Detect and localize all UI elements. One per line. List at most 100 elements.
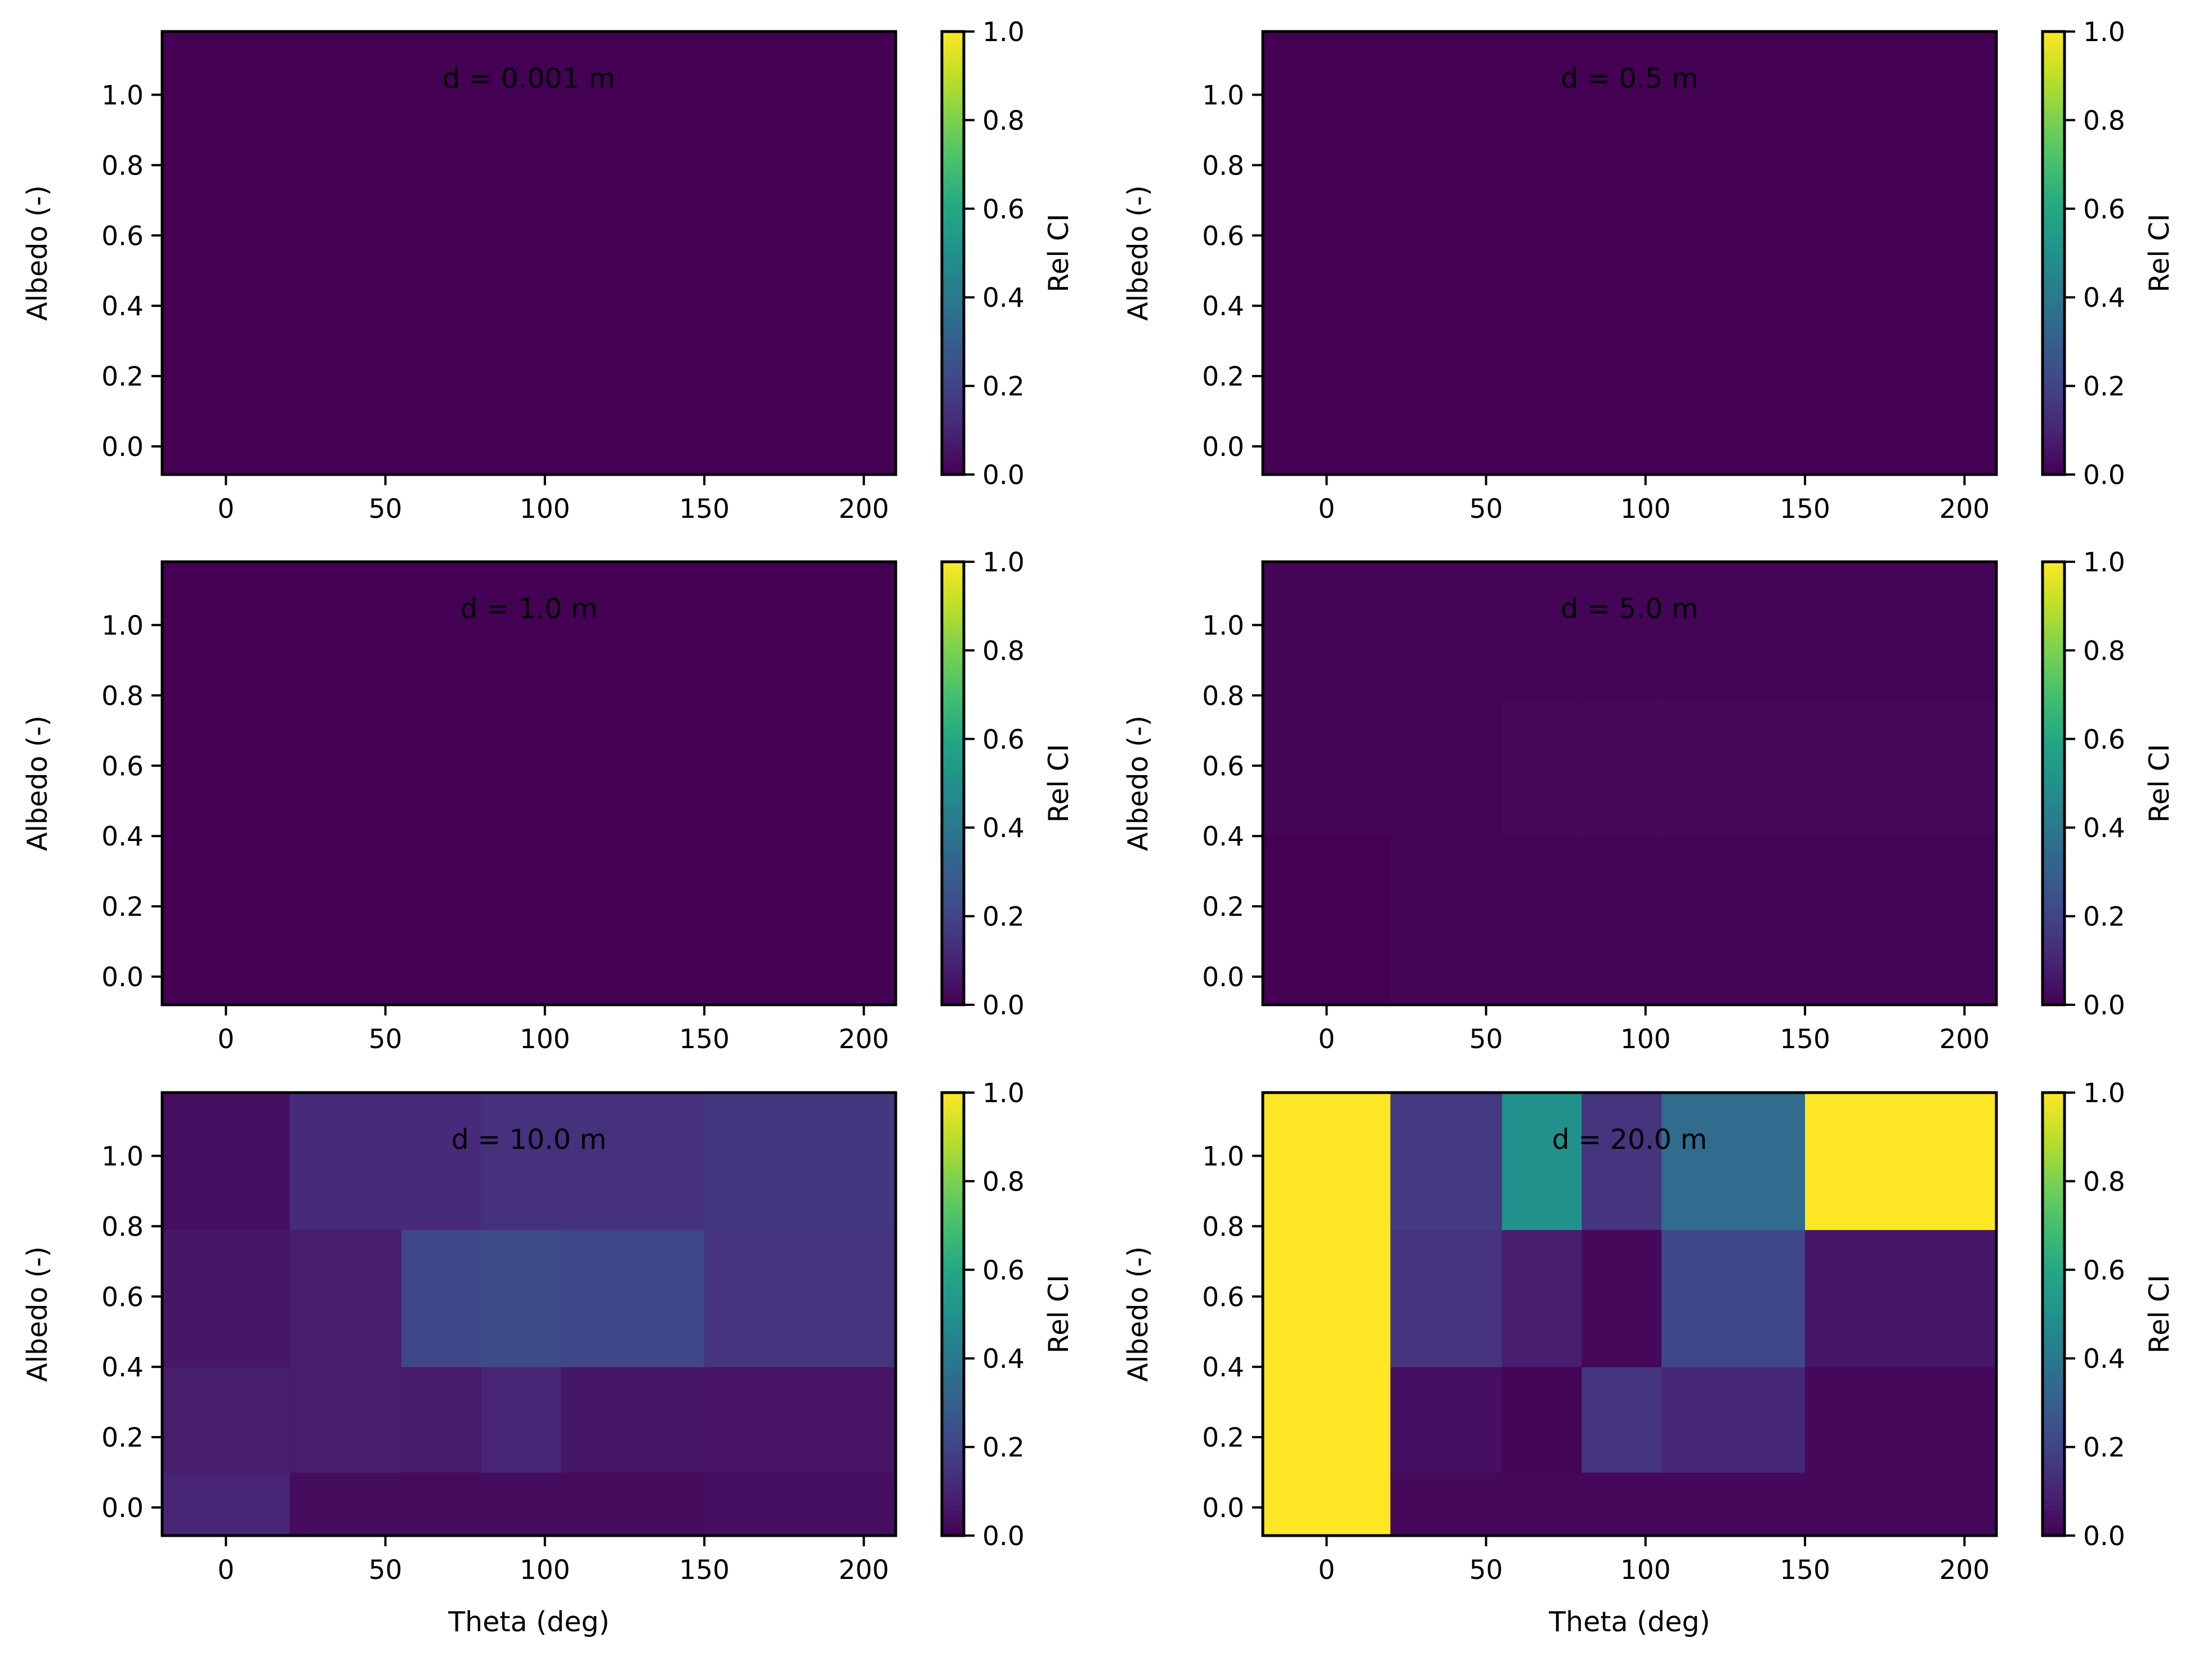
colorbar-segment bbox=[942, 201, 964, 206]
colorbar-segment bbox=[942, 1469, 964, 1474]
heatmap-cell bbox=[289, 1472, 402, 1536]
colorbar-segment bbox=[2043, 1225, 2064, 1230]
colorbar-segment bbox=[2043, 146, 2064, 150]
colorbar-segment bbox=[942, 827, 964, 832]
colorbar-segment bbox=[942, 812, 964, 817]
x-tick-label: 50 bbox=[1469, 1024, 1503, 1055]
colorbar-segment bbox=[2043, 257, 2064, 261]
colorbar-segment bbox=[2043, 286, 2064, 290]
colorbar-segment bbox=[2043, 1144, 2064, 1149]
heatmap-cell bbox=[1661, 168, 1806, 306]
colorbar-segment bbox=[2043, 1384, 2064, 1389]
heatmap-cell bbox=[1263, 306, 1391, 412]
colorbar-segment bbox=[2043, 90, 2064, 95]
heatmap-cell bbox=[1661, 836, 1806, 942]
colorbar-tick-label: 0.2 bbox=[982, 372, 1025, 402]
colorbar-segment bbox=[942, 572, 964, 578]
y-tick-label: 0.6 bbox=[1202, 1282, 1244, 1313]
colorbar-segment bbox=[2043, 624, 2064, 629]
colorbar-segment bbox=[942, 1133, 964, 1138]
heatmap-cell bbox=[1502, 941, 1583, 1005]
colorbar-segment bbox=[942, 116, 964, 121]
colorbar-segment bbox=[2043, 1181, 2064, 1185]
colorbar-segment bbox=[2043, 802, 2064, 806]
colorbar-segment bbox=[2043, 198, 2064, 202]
colorbar-segment bbox=[2043, 657, 2064, 662]
colorbar-segment bbox=[2043, 901, 2064, 906]
colorbar-tick-label: 1.0 bbox=[982, 1078, 1025, 1109]
colorbar-segment bbox=[2043, 1166, 2064, 1171]
heatmap-cell bbox=[561, 1229, 705, 1367]
colorbar-segment bbox=[942, 975, 964, 979]
colorbar-segment bbox=[2043, 423, 2064, 427]
colorbar-segment bbox=[2043, 1476, 2064, 1481]
colorbar-segment bbox=[942, 768, 964, 773]
heatmap-cell bbox=[1581, 1229, 1662, 1367]
heatmap-cell bbox=[1805, 1367, 1997, 1473]
colorbar-segment bbox=[942, 127, 964, 132]
y-axis-label: Albedo (-) bbox=[21, 715, 53, 851]
colorbar-segment bbox=[942, 113, 964, 117]
colorbar-segment bbox=[2043, 471, 2064, 475]
colorbar-segment bbox=[942, 249, 964, 254]
colorbar-segment bbox=[942, 319, 964, 324]
colorbar-segment bbox=[2043, 665, 2064, 669]
colorbar-segment bbox=[2043, 1236, 2064, 1241]
heatmap-cell bbox=[1581, 32, 1662, 169]
heatmap-panel-5: 0 50 100 150 200 0.0 0.2 0.4 0.6 0.8 1.0 Albedo (-)… bbox=[21, 1078, 1075, 1638]
colorbar-segment bbox=[2043, 835, 2064, 839]
colorbar-segment bbox=[942, 894, 964, 898]
colorbar-segment bbox=[942, 264, 964, 269]
colorbar-segment bbox=[2043, 415, 2064, 420]
colorbar-segment bbox=[942, 338, 964, 342]
colorbar-segment bbox=[942, 598, 964, 603]
colorbar-segment bbox=[2043, 463, 2064, 468]
colorbar-segment bbox=[942, 1243, 964, 1249]
colorbar-segment bbox=[942, 1001, 964, 1005]
colorbar-segment bbox=[2043, 1410, 2064, 1415]
colorbar-segment bbox=[2043, 341, 2064, 346]
heatmap-cell bbox=[1581, 699, 1662, 836]
colorbar-segment bbox=[942, 971, 964, 976]
panel-title: d = 1.0 m bbox=[460, 593, 598, 625]
colorbar-segment bbox=[2043, 65, 2064, 69]
colorbar-segment bbox=[2043, 1318, 2064, 1322]
colorbar-segment bbox=[942, 1328, 964, 1334]
colorbar-segment bbox=[2043, 1362, 2064, 1367]
heatmap-cell bbox=[1805, 1093, 1997, 1231]
colorbar-tick-label: 0.8 bbox=[2083, 636, 2125, 666]
colorbar-segment bbox=[2043, 32, 2064, 36]
colorbar-segment bbox=[942, 606, 964, 611]
colorbar-segment bbox=[2043, 315, 2064, 320]
colorbar-segment bbox=[942, 1502, 964, 1507]
colorbar-segment bbox=[2043, 238, 2064, 243]
colorbar-segment bbox=[942, 205, 964, 209]
colorbar-segment bbox=[942, 245, 964, 250]
heatmap-cell bbox=[1805, 1472, 1997, 1536]
colorbar-label: Rel CI bbox=[1043, 1275, 1075, 1354]
colorbar-segment bbox=[2043, 87, 2064, 91]
colorbar-segment bbox=[2043, 1366, 2064, 1370]
heatmap-cells bbox=[162, 32, 896, 475]
colorbar-segment bbox=[942, 1129, 964, 1134]
heatmap-cell bbox=[561, 411, 705, 475]
colorbar-segment bbox=[2043, 459, 2064, 464]
heatmap-cell bbox=[1502, 411, 1583, 475]
colorbar-segment bbox=[942, 705, 964, 710]
colorbar-segment bbox=[2043, 301, 2064, 306]
colorbar-segment bbox=[942, 1273, 964, 1278]
colorbar-segment bbox=[942, 223, 964, 228]
colorbar-tick-label: 0.6 bbox=[982, 724, 1025, 755]
colorbar-tick-label: 0.6 bbox=[982, 1255, 1025, 1286]
colorbar-segment bbox=[2043, 449, 2064, 453]
colorbar-tick-label: 0.0 bbox=[2083, 990, 2125, 1021]
colorbar-segment bbox=[2043, 360, 2064, 365]
heatmap-cell bbox=[1805, 941, 1997, 1005]
colorbar-segment bbox=[942, 1513, 964, 1518]
colorbar-segment bbox=[2043, 1259, 2064, 1263]
colorbar-segment bbox=[2043, 68, 2064, 73]
colorbar-segment bbox=[2043, 1399, 2064, 1403]
colorbar-segment bbox=[2043, 116, 2064, 121]
colorbar-segment bbox=[2043, 156, 2064, 162]
colorbar-segment bbox=[2043, 1155, 2064, 1160]
